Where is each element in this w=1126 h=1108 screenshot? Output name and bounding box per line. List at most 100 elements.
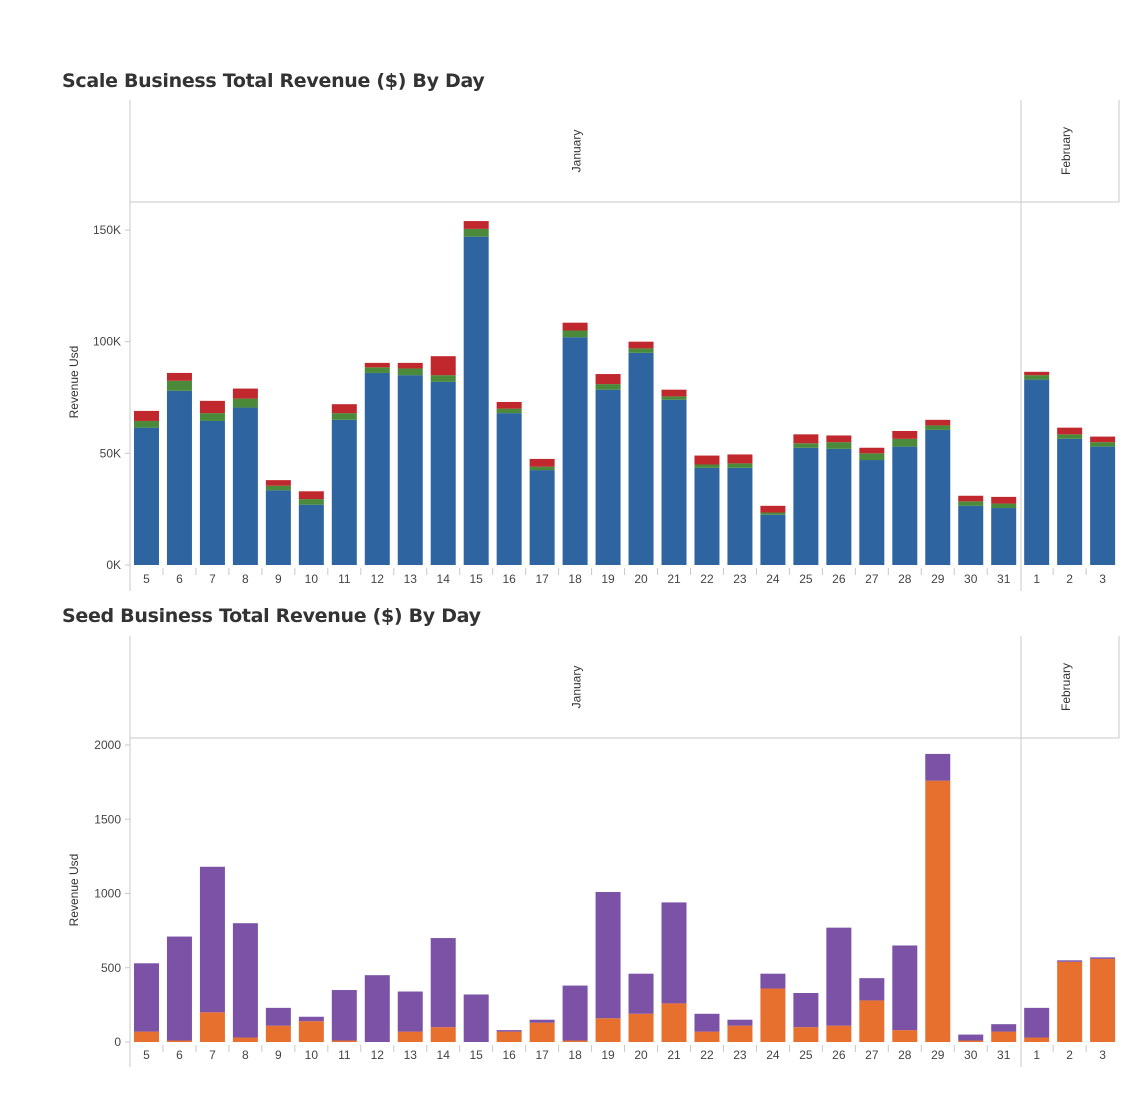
scale-bar-segment-2 — [364, 362, 390, 368]
seed-bar-segment-0 — [397, 1031, 423, 1042]
seed-bar-segment-1 — [892, 945, 918, 1031]
scale-bar-segment-2 — [562, 322, 588, 331]
scale-bar-segment-2 — [628, 341, 654, 349]
seed-bar-segment-1 — [265, 1007, 291, 1026]
scale-bar-segment-1 — [661, 396, 687, 400]
scale-day-label: 9 — [275, 572, 282, 586]
seed-day-label: 27 — [865, 1048, 879, 1062]
scale-bar-segment-1 — [958, 501, 984, 506]
scale-bar-segment-2 — [1090, 436, 1116, 443]
scale-day-label: 27 — [865, 572, 879, 586]
scale-bar-segment-0 — [1024, 379, 1050, 565]
seed-day-label: 10 — [305, 1048, 319, 1062]
scale-bar-segment-0 — [430, 381, 456, 565]
scale-bar-segment-0 — [133, 427, 159, 565]
scale-bar-segment-2 — [397, 362, 423, 369]
scale-day-label: 24 — [766, 572, 780, 586]
seed-bar-segment-1 — [166, 936, 192, 1041]
scale-bar-segment-1 — [694, 464, 720, 468]
seed-y-tick-label: 0 — [114, 1035, 121, 1049]
seed-day-label: 18 — [568, 1048, 582, 1062]
seed-bar-segment-1 — [595, 892, 621, 1019]
seed-day-label: 1 — [1033, 1048, 1040, 1062]
scale-bar-segment-0 — [199, 420, 225, 565]
scale-y-tick-label: 150K — [93, 223, 121, 237]
scale-day-label: 15 — [470, 572, 484, 586]
scale-bar-segment-2 — [463, 221, 489, 229]
seed-y-tick-label: 1500 — [94, 812, 121, 826]
seed-day-label: 16 — [502, 1048, 516, 1062]
scale-day-label: 1 — [1033, 572, 1040, 586]
scale-bar-segment-0 — [958, 505, 984, 565]
scale-bar-segment-2 — [793, 434, 819, 444]
scale-day-label: 20 — [634, 572, 648, 586]
seed-bar-segment-0 — [991, 1031, 1017, 1042]
scale-bar-segment-2 — [1057, 427, 1083, 435]
scale-bar-segment-0 — [859, 460, 885, 565]
seed-day-label: 6 — [176, 1048, 183, 1062]
scale-bar-segment-0 — [595, 389, 621, 565]
scale-bar-segment-0 — [793, 447, 819, 565]
scale-y-tick-label: 50K — [100, 446, 121, 460]
seed-bar-segment-0 — [232, 1037, 258, 1042]
scale-bar-segment-1 — [496, 408, 522, 414]
seed-bar-segment-1 — [925, 753, 951, 781]
seed-day-label: 9 — [275, 1048, 282, 1062]
scale-day-label: 28 — [898, 572, 912, 586]
seed-day-label: 31 — [997, 1048, 1011, 1062]
scale-bar-segment-1 — [793, 443, 819, 448]
scale-bar-segment-2 — [727, 454, 753, 464]
scale-bar-segment-0 — [166, 390, 192, 565]
scale-day-label: 5 — [143, 572, 150, 586]
seed-bar-segment-0 — [331, 1040, 357, 1042]
scale-bar-segment-2 — [430, 356, 456, 376]
scale-bar-segment-0 — [463, 236, 489, 565]
seed-bar-segment-0 — [859, 1000, 885, 1042]
seed-bar-segment-1 — [958, 1034, 984, 1041]
seed-bar-segment-1 — [562, 985, 588, 1041]
seed-day-label: 12 — [371, 1048, 385, 1062]
scale-bar-segment-2 — [529, 458, 555, 467]
seed-bar-segment-1 — [793, 992, 819, 1028]
seed-bar-segment-1 — [826, 927, 852, 1026]
seed-day-label: 28 — [898, 1048, 912, 1062]
scale-day-label: 7 — [209, 572, 216, 586]
scale-bar-segment-0 — [562, 337, 588, 565]
scale-bar-segment-2 — [232, 388, 258, 399]
seed-day-label: 15 — [470, 1048, 484, 1062]
scale-bar-segment-2 — [298, 491, 324, 500]
scale-bar-segment-1 — [397, 368, 423, 376]
scale-day-label: 25 — [799, 572, 813, 586]
seed-bar-segment-1 — [694, 1013, 720, 1032]
scale-bar-segment-1 — [1090, 442, 1116, 447]
seed-bar-segment-1 — [859, 978, 885, 1001]
scale-day-label: 6 — [176, 572, 183, 586]
scale-bar-segment-0 — [364, 372, 390, 565]
scale-bar-segment-0 — [331, 419, 357, 565]
seed-bar-segment-0 — [166, 1040, 192, 1042]
seed-day-label: 3 — [1099, 1048, 1106, 1062]
scale-bar-segment-1 — [1057, 434, 1083, 439]
seed-bar-segment-1 — [430, 938, 456, 1028]
scale-bar-segment-1 — [331, 413, 357, 420]
seed-y-tick-label: 500 — [101, 961, 121, 975]
seed-bar-segment-0 — [562, 1040, 588, 1042]
seed-day-label: 14 — [437, 1048, 451, 1062]
seed-day-label: 11 — [338, 1048, 351, 1062]
scale-bar-segment-0 — [661, 399, 687, 565]
scale-day-label: 11 — [338, 572, 351, 586]
scale-bar-segment-2 — [958, 495, 984, 502]
scale-bar-segment-0 — [496, 413, 522, 565]
scale-month-header-january: January — [570, 130, 584, 173]
seed-bar-segment-1 — [133, 963, 159, 1032]
seed-bar-segment-1 — [496, 1030, 522, 1032]
scale-bar-segment-1 — [628, 348, 654, 353]
seed-y-axis-title: Revenue Usd — [67, 854, 81, 927]
scale-day-label: 3 — [1099, 572, 1106, 586]
scale-day-label: 26 — [832, 572, 846, 586]
scale-bar-segment-1 — [859, 453, 885, 461]
scale-bar-segment-2 — [991, 496, 1017, 504]
scale-bar-segment-1 — [1024, 375, 1050, 380]
seed-month-header-february: February — [1059, 663, 1073, 711]
